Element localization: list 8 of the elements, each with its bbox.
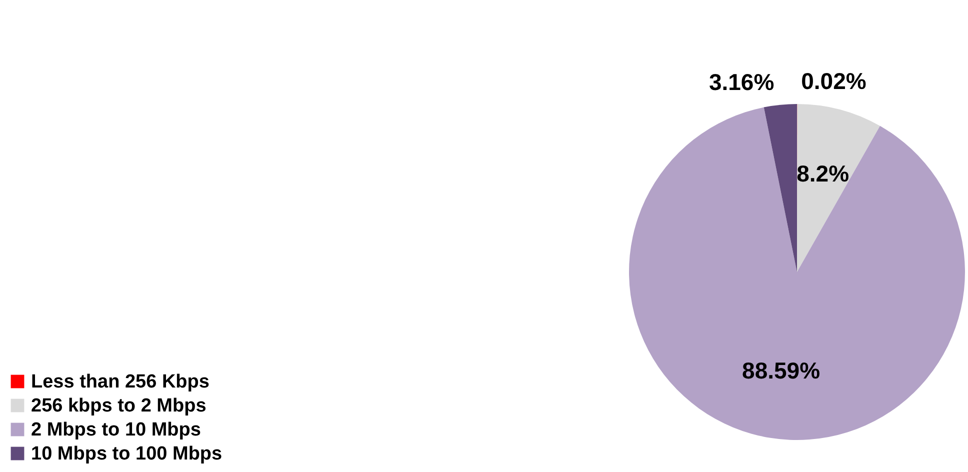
legend-label: Less than 256 Kbps xyxy=(31,372,210,392)
legend-label: 256 kbps to 2 Mbps xyxy=(31,396,206,416)
data-label: 8.2% xyxy=(796,160,850,187)
legend-label: 2 Mbps to 10 Mbps xyxy=(31,420,201,440)
data-label: 3.16% xyxy=(708,68,774,95)
legend-label: 10 Mbps to 100 Mbps xyxy=(31,444,222,464)
data-label: 0.02% xyxy=(801,68,866,94)
data-label: 88.59% xyxy=(742,358,820,384)
